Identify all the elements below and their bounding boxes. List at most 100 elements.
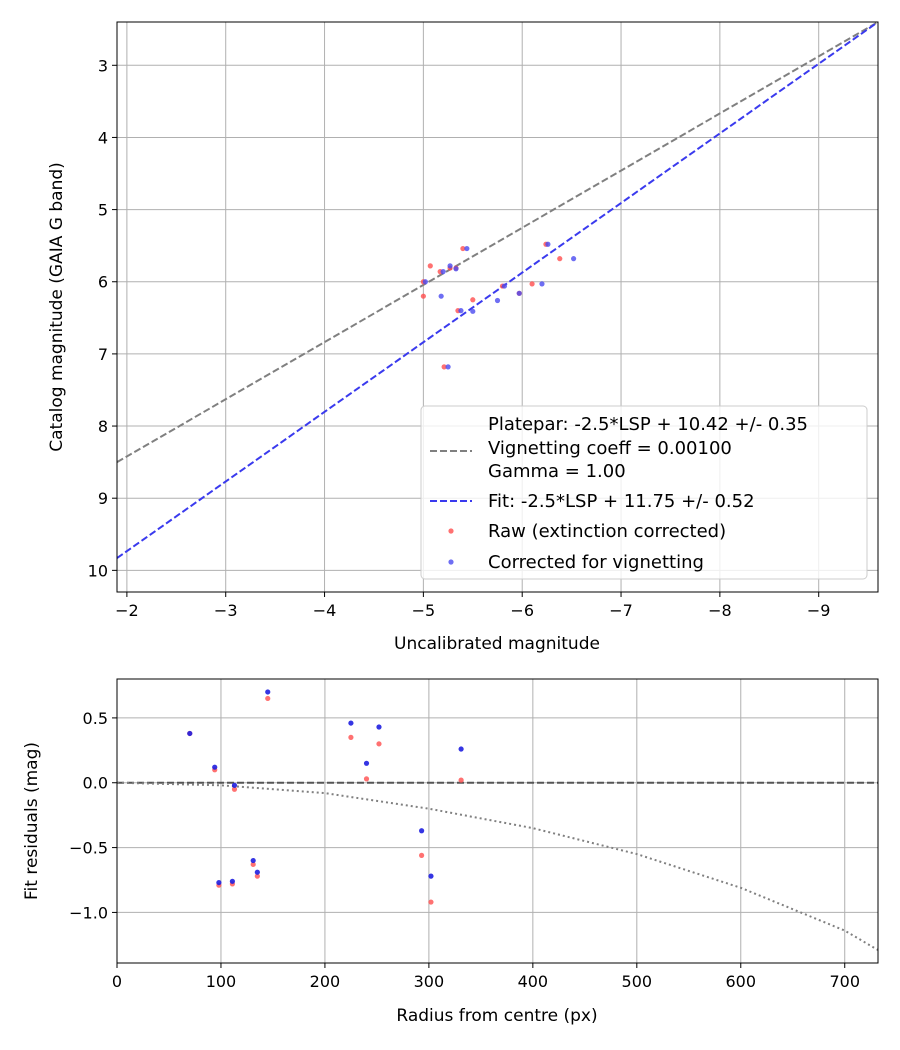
raw-point — [529, 281, 535, 287]
bottom-x-tick-label: 700 — [829, 972, 860, 991]
raw-residual-point — [419, 852, 425, 858]
top-y-tick-label: 6 — [98, 273, 108, 292]
residuals-plot: 0 100 200 300 400 500 600 700 0.5 0.0 −0.5 −1.0 Ra… — [22, 678, 879, 1026]
corrected-point — [494, 297, 501, 304]
legend: Platepar: -2.5*LSP + 10.42 +/- 0.35 Vign… — [420, 405, 868, 580]
top-x-tick-label: −5 — [412, 601, 436, 620]
raw-residual-point — [348, 734, 354, 740]
legend-platepar-text: Platepar: -2.5*LSP + 10.42 +/- 0.35 — [488, 414, 808, 435]
top-x-tick-label: −6 — [510, 601, 534, 620]
legend-gamma-text: Gamma = 1.00 — [488, 461, 626, 482]
top-fit-lines — [117, 22, 878, 559]
bottom-x-tick-label: 0 — [112, 972, 122, 991]
top-y-tick-label: 9 — [98, 489, 108, 508]
corrected-point — [539, 281, 545, 287]
top-x-tick-label: −2 — [115, 601, 139, 620]
bottom-x-tick-label: 500 — [622, 972, 653, 991]
corrected-residual-point — [348, 720, 354, 726]
top-x-axis-label: Uncalibrated magnitude — [394, 634, 600, 654]
raw-residual-point — [458, 777, 464, 783]
corrected-point — [545, 241, 551, 247]
corrected-residual-point — [254, 869, 260, 875]
bottom-axes-frame — [116, 678, 879, 964]
bottom-y-ticks: 0.5 0.0 −0.5 −1.0 — [69, 709, 117, 922]
corrected-point — [464, 245, 470, 252]
top-axes-frame — [116, 21, 879, 593]
legend-corrected-marker — [448, 559, 454, 565]
corrected-residual-point — [212, 764, 218, 770]
corrected-point — [422, 279, 428, 285]
corrected-point — [458, 308, 464, 314]
bottom-reference-lines — [117, 781, 878, 951]
top-scatter-points — [420, 241, 577, 370]
bottom-grid — [116, 679, 878, 963]
bottom-x-tick-label: 200 — [310, 972, 341, 991]
bottom-x-tick-label: 300 — [414, 972, 445, 991]
corrected-residual-point — [428, 873, 434, 879]
corrected-point — [516, 290, 522, 296]
corrected-residual-point — [187, 730, 193, 737]
platepar-line — [117, 22, 878, 463]
bottom-x-tick-label: 600 — [725, 972, 756, 991]
corrected-residual-point — [376, 724, 382, 730]
legend-box — [420, 405, 868, 580]
bottom-y-tick-label: −1.0 — [69, 903, 108, 922]
top-y-axis-label: Catalog magnitude (GAIA G band) — [47, 162, 67, 452]
corrected-residual-point — [250, 857, 256, 864]
top-x-tick-label: −9 — [807, 601, 831, 620]
raw-point — [470, 297, 476, 303]
calibration-plot: −2 −3 −4 −5 −6 −7 −8 −9 3 4 5 6 7 8 9 10 Uncalibrated … — [47, 21, 879, 654]
raw-residual-point — [265, 695, 271, 702]
corrected-point — [445, 364, 451, 370]
corrected-residual-point — [419, 828, 425, 834]
raw-residual-point — [231, 786, 238, 792]
top-y-tick-label: 8 — [98, 417, 108, 436]
raw-residual-point — [376, 741, 382, 747]
top-x-tick-label: −3 — [214, 601, 238, 620]
corrected-residual-point — [458, 746, 464, 752]
bottom-x-tick-label: 400 — [518, 972, 549, 991]
corrected-point — [571, 256, 577, 262]
bottom-x-axis-label: Radius from centre (px) — [396, 1006, 597, 1026]
top-y-ticks: 3 4 5 6 7 8 9 10 — [88, 56, 117, 580]
top-y-tick-label: 10 — [88, 561, 108, 580]
corrected-point — [453, 266, 459, 272]
bottom-x-tick-label: 100 — [206, 972, 237, 991]
raw-residual-point — [250, 861, 256, 868]
corrected-residual-point — [229, 878, 235, 884]
top-y-tick-label: 7 — [98, 345, 108, 364]
top-y-tick-label: 4 — [98, 128, 108, 147]
raw-residual-point — [254, 873, 260, 879]
bottom-x-ticks: 0 100 200 300 400 500 600 700 — [112, 963, 860, 991]
top-y-tick-label: 3 — [98, 56, 108, 75]
corrected-point — [440, 269, 446, 275]
raw-point — [427, 263, 433, 269]
raw-point — [441, 364, 447, 370]
corrected-point — [470, 308, 476, 314]
bottom-y-axis-label: Fit residuals (mag) — [22, 742, 42, 900]
raw-point — [420, 293, 426, 299]
top-x-tick-label: −8 — [708, 601, 732, 620]
vignetting-curve — [117, 781, 878, 951]
corrected-residual-point — [363, 760, 370, 766]
corrected-point — [447, 263, 453, 269]
bottom-y-tick-label: −0.5 — [69, 839, 108, 858]
raw-point — [460, 245, 466, 252]
corrected-residual-point — [216, 879, 222, 886]
raw-residual-point — [363, 776, 370, 782]
bottom-y-tick-label: 0.5 — [83, 709, 108, 728]
top-x-tick-label: −4 — [313, 601, 337, 620]
legend-corrected-text: Corrected for vignetting — [488, 552, 704, 573]
corrected-residual-point — [265, 689, 271, 695]
raw-point — [557, 256, 563, 262]
corrected-residual-point — [231, 782, 238, 788]
corrected-point — [501, 283, 508, 289]
top-y-tick-label: 5 — [98, 201, 108, 220]
fit-line — [117, 22, 878, 559]
top-x-tick-label: −7 — [609, 601, 633, 620]
legend-vignetting-text: Vignetting coeff = 0.00100 — [488, 438, 732, 459]
corrected-point — [438, 293, 444, 299]
legend-fit-text: Fit: -2.5*LSP + 11.75 +/- 0.52 — [488, 491, 755, 512]
legend-raw-marker — [448, 528, 454, 534]
